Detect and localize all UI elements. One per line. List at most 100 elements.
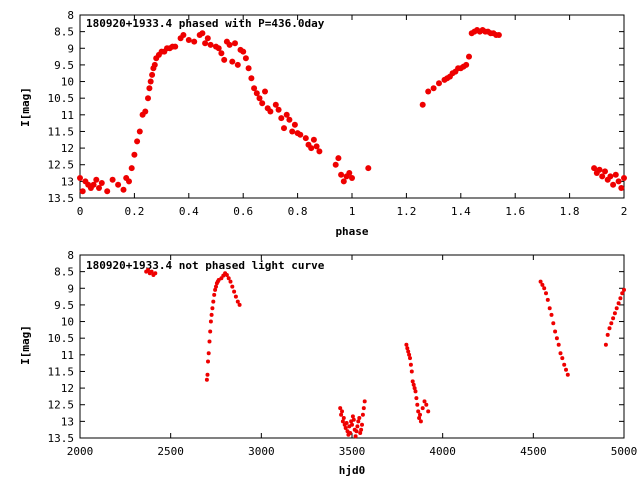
phased-y-tick-label: 10 bbox=[61, 76, 74, 89]
phased-y-tick-label: 8 bbox=[67, 9, 74, 22]
unphased-x-tick-label: 4500 bbox=[520, 445, 547, 458]
unphased-data-point bbox=[418, 419, 423, 424]
phased-data-point bbox=[207, 41, 214, 48]
phased-data-point bbox=[126, 178, 132, 185]
phased-data-point bbox=[313, 143, 320, 150]
phased-data-point bbox=[599, 173, 606, 180]
phased-data-point bbox=[172, 43, 179, 50]
unphased-data-point bbox=[214, 284, 218, 289]
phased-data-points bbox=[77, 27, 627, 195]
phased-data-point bbox=[425, 88, 432, 95]
unphased-data-point bbox=[622, 287, 626, 292]
unphased-data-point bbox=[356, 419, 361, 424]
phased-panel: 180920+1933.4 phased with P=436.0day pha… bbox=[19, 9, 627, 238]
unphased-y-tick-label: 11.5 bbox=[48, 365, 75, 378]
unphased-data-point bbox=[612, 311, 617, 316]
unphased-data-point bbox=[358, 431, 363, 435]
unphased-y-tick-label: 13 bbox=[61, 415, 74, 428]
unphased-x-tick-label: 2500 bbox=[157, 445, 184, 458]
unphased-data-point bbox=[540, 282, 545, 287]
phased-data-point bbox=[79, 188, 86, 195]
phased-data-point bbox=[77, 175, 83, 181]
unphased-data-point bbox=[542, 286, 547, 291]
unphased-data-point bbox=[344, 421, 349, 425]
unphased-data-point bbox=[360, 422, 364, 427]
unphased-data-point bbox=[340, 409, 344, 414]
phased-data-point bbox=[346, 170, 353, 176]
phased-data-point bbox=[204, 35, 211, 42]
unphased-data-point bbox=[353, 434, 358, 439]
unphased-data-point bbox=[418, 412, 422, 417]
phased-y-tick-label: 11 bbox=[61, 109, 74, 122]
unphased-data-point bbox=[224, 273, 229, 277]
unphased-data-point bbox=[209, 312, 214, 317]
unphased-data-point bbox=[614, 306, 619, 311]
phased-data-point bbox=[149, 71, 156, 78]
unphased-data-point bbox=[603, 342, 608, 347]
phased-data-point bbox=[245, 65, 252, 72]
unphased-data-points bbox=[144, 268, 626, 439]
phased-data-point bbox=[256, 95, 263, 102]
unphased-data-point bbox=[560, 356, 565, 361]
unphased-panel: 180920+1933.4 not phased light curve hjd… bbox=[19, 249, 637, 477]
phased-data-point bbox=[240, 48, 247, 55]
unphased-y-axis: 8 8.5 9 9.5 10 10.5 11 11.5 12 12.5 13 13.5 bbox=[48, 249, 624, 445]
phased-y-tick-label: 11.5 bbox=[48, 125, 75, 138]
phased-data-point bbox=[612, 171, 619, 178]
phased-data-point bbox=[248, 75, 255, 82]
phased-data-point bbox=[281, 125, 287, 132]
phased-data-point bbox=[251, 85, 258, 92]
unphased-data-point bbox=[348, 431, 353, 435]
phased-data-point bbox=[340, 178, 347, 185]
unphased-data-point bbox=[607, 326, 612, 331]
phased-x-tick-label: 1 bbox=[349, 205, 356, 218]
unphased-data-point bbox=[350, 414, 355, 419]
unphased-data-point bbox=[422, 399, 427, 404]
phased-x-tick-label: 1.8 bbox=[560, 205, 580, 218]
unphased-data-point bbox=[210, 306, 215, 311]
unphased-data-point bbox=[414, 396, 419, 401]
unphased-data-point bbox=[338, 406, 343, 411]
phased-x-tick-label: 0 bbox=[77, 205, 84, 218]
unphased-data-point bbox=[232, 289, 237, 294]
unphased-y-tick-label: 10.5 bbox=[48, 332, 75, 345]
phased-data-point bbox=[221, 56, 228, 63]
phased-data-point bbox=[229, 58, 236, 65]
phased-y-tick-label: 12 bbox=[61, 142, 74, 155]
phased-x-axis: 0 0.2 0.4 0.6 0.8 1 1.2 1.4 1.6 1.8 2 bbox=[77, 15, 627, 218]
phased-x-tick-label: 0.4 bbox=[179, 205, 199, 218]
unphased-data-point bbox=[362, 399, 367, 404]
phased-data-point bbox=[272, 101, 279, 108]
unphased-data-point bbox=[206, 351, 211, 356]
phased-data-point bbox=[199, 30, 206, 37]
unphased-data-point bbox=[551, 321, 556, 326]
phased-data-point bbox=[146, 85, 153, 92]
phased-data-point bbox=[607, 173, 614, 180]
phased-data-point bbox=[289, 128, 296, 135]
unphased-x-axis: 2000 2500 3000 3500 4000 4500 5000 bbox=[67, 255, 637, 458]
unphased-data-point bbox=[611, 316, 616, 321]
phased-data-point bbox=[596, 166, 603, 173]
unphased-data-point bbox=[149, 269, 154, 274]
phased-ylabel: I[mag] bbox=[19, 87, 32, 127]
unphased-y-tick-label: 13.5 bbox=[48, 432, 75, 445]
unphased-y-tick-label: 10 bbox=[61, 316, 74, 329]
unphased-data-point bbox=[410, 379, 415, 384]
phased-data-point bbox=[618, 185, 625, 191]
phased-data-point bbox=[134, 138, 141, 145]
phased-data-point bbox=[142, 108, 149, 115]
phased-data-point bbox=[136, 128, 143, 135]
phased-plot-frame bbox=[79, 14, 625, 199]
phased-data-point bbox=[332, 161, 339, 168]
unphased-data-point bbox=[609, 321, 614, 326]
unphased-data-point bbox=[554, 336, 559, 341]
unphased-y-tick-label: 12 bbox=[61, 382, 74, 395]
phased-data-point bbox=[463, 61, 470, 68]
unphased-data-point bbox=[204, 377, 209, 382]
phased-data-point bbox=[180, 32, 187, 38]
phased-data-point bbox=[495, 32, 502, 38]
unphased-data-point bbox=[339, 412, 344, 417]
unphased-data-point bbox=[565, 372, 570, 377]
phased-data-point bbox=[90, 181, 97, 188]
unphased-data-point bbox=[361, 406, 366, 411]
